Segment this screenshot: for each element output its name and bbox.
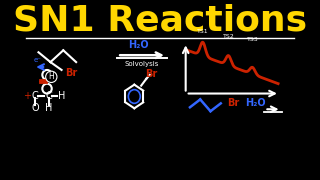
Text: H: H (45, 103, 52, 113)
Text: C: C (32, 91, 38, 100)
Text: TS3: TS3 (246, 37, 258, 42)
Text: Br: Br (65, 68, 77, 78)
Text: TS2: TS2 (223, 33, 234, 39)
Text: O: O (31, 103, 39, 113)
Text: H₂O: H₂O (245, 98, 266, 108)
Text: H: H (48, 72, 54, 81)
Text: H: H (58, 91, 65, 100)
Text: TS1: TS1 (197, 29, 209, 34)
Text: SN1 Reactions: SN1 Reactions (13, 4, 307, 38)
Text: H₂O: H₂O (128, 40, 149, 50)
Text: +: + (23, 91, 31, 100)
Text: C: C (45, 91, 52, 100)
Text: Br: Br (145, 69, 157, 79)
Text: e⁻: e⁻ (34, 57, 42, 63)
Text: Solvolysis: Solvolysis (125, 61, 159, 67)
Text: Br: Br (227, 98, 239, 108)
